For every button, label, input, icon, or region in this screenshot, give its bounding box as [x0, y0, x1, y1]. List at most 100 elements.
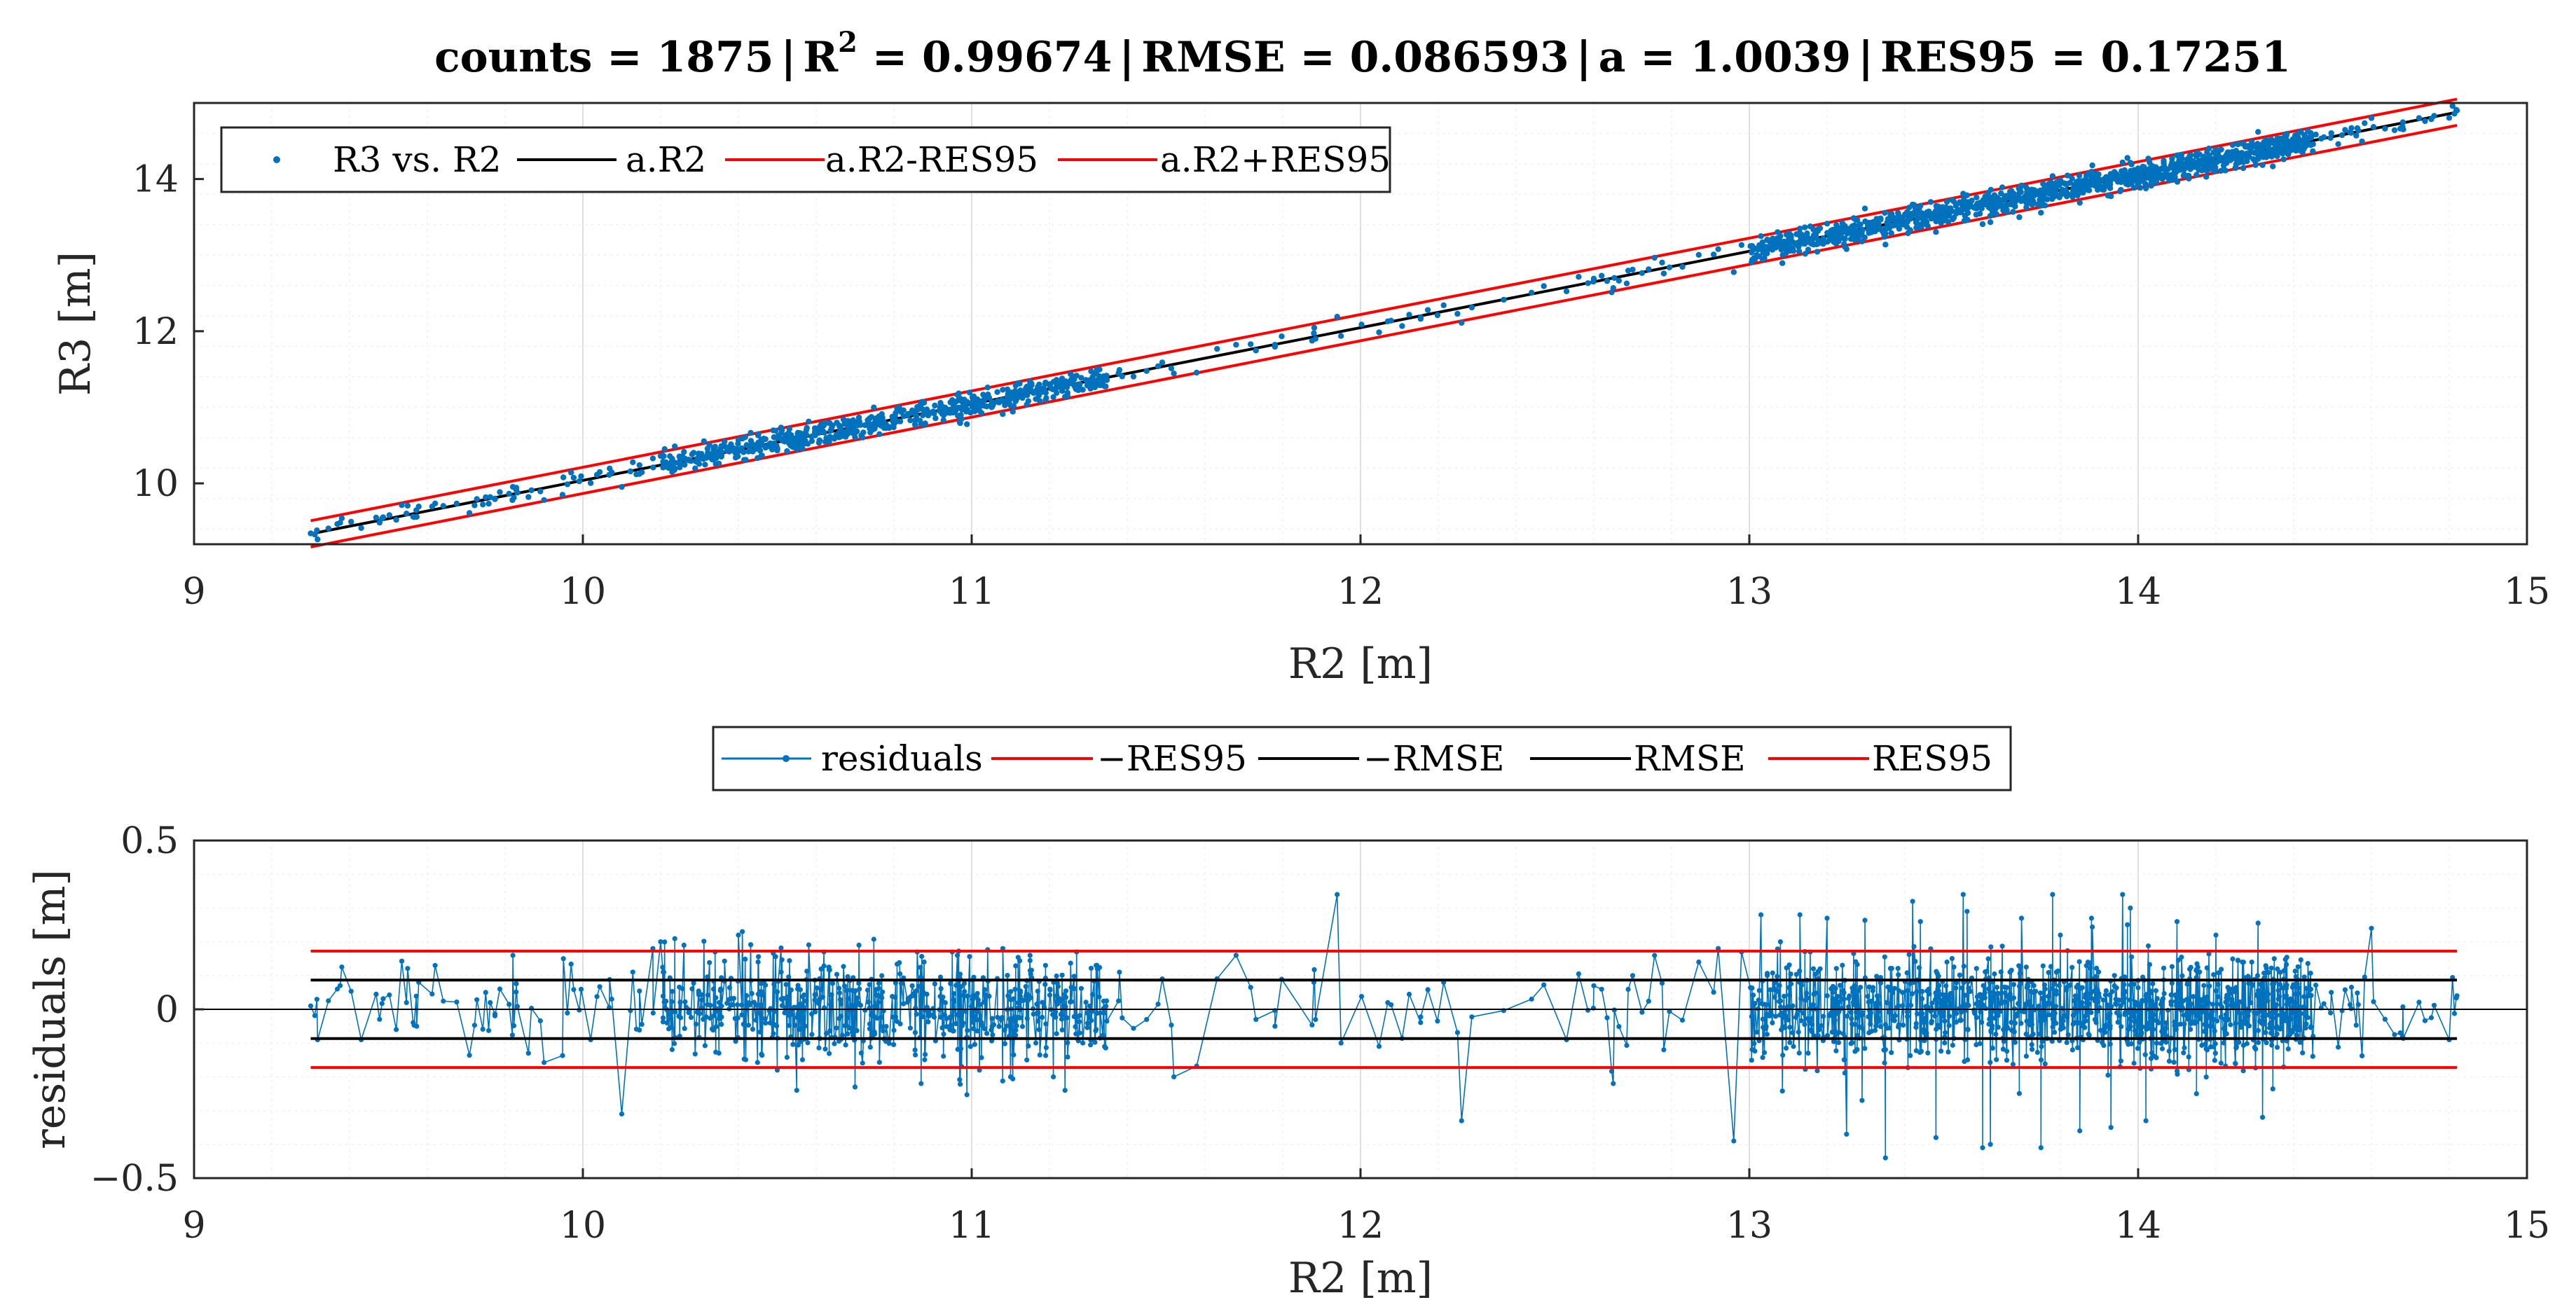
residual-point [957, 971, 963, 977]
residual-point [984, 1030, 990, 1036]
residual-point [1013, 1028, 1019, 1033]
residual-point [1868, 998, 1874, 1004]
residual-point [1809, 1029, 1815, 1035]
residual-point [1836, 1030, 1842, 1035]
residual-point [2416, 1000, 2422, 1005]
residual-point [1914, 989, 1920, 995]
residual-point [1816, 1028, 1821, 1033]
scatter-point [2088, 169, 2095, 175]
residual-point [1775, 988, 1781, 994]
top-x-tick-label: 10 [560, 571, 606, 613]
residual-point [1624, 1042, 1630, 1049]
residual-point [2237, 1011, 2243, 1016]
scatter-point [466, 510, 473, 516]
residual-point [1024, 1016, 1030, 1021]
residual-point [1043, 1053, 1049, 1058]
residual-point [1870, 985, 1876, 990]
title-separator-3: | [1576, 33, 1592, 82]
residual-point [1825, 1032, 1831, 1038]
residual-point [938, 1014, 944, 1020]
residual-point [1934, 1026, 1939, 1032]
residual-point [2018, 915, 2025, 921]
residual-point [879, 995, 885, 1001]
residual-point [2088, 1010, 2094, 1016]
residual-point [1155, 1002, 1161, 1007]
residual-point [792, 1023, 798, 1028]
residual-point [1077, 1019, 1082, 1025]
top-x-tick-label: 14 [2115, 571, 2161, 613]
residual-point [1831, 1039, 1837, 1044]
scatter-point [1311, 324, 1318, 331]
residual-point [1995, 990, 2002, 996]
residual-point [2347, 1002, 2353, 1008]
scatter-point [949, 397, 956, 403]
scatter-point [2118, 186, 2124, 193]
residual-point [399, 958, 405, 964]
residual-point [1852, 983, 1857, 988]
residual-point [2121, 1000, 2126, 1005]
residual-point [2107, 1042, 2113, 1047]
title-separator-2: | [1119, 33, 1134, 82]
residual-point [609, 996, 614, 1002]
scatter-point [1010, 408, 1016, 415]
scatter-point [2086, 187, 2093, 193]
scatter-point [1036, 381, 1042, 388]
scatter-point [1103, 377, 1110, 383]
residual-point [1862, 918, 1868, 923]
residual-point [2030, 1046, 2035, 1052]
residual-point [871, 936, 876, 942]
residual-point [560, 1053, 565, 1058]
residual-point [1088, 1042, 1094, 1048]
residual-point [832, 1041, 837, 1046]
scatter-point [2362, 120, 2368, 126]
residual-point [1100, 1032, 1106, 1038]
scatter-point [415, 504, 422, 510]
residual-point [1967, 988, 1973, 995]
scatter-point [514, 490, 521, 496]
scatter-point [932, 402, 938, 409]
scatter-point [661, 446, 668, 452]
residual-point [1799, 983, 1805, 988]
residual-point [930, 1006, 936, 1011]
scatter-point [480, 502, 486, 508]
scatter-point [2274, 153, 2280, 160]
residual-point [2060, 1006, 2065, 1011]
scatter-point [568, 469, 574, 476]
scatter-point [1859, 238, 1866, 244]
residual-point [2305, 1015, 2310, 1021]
residual-point [2069, 1047, 2075, 1053]
scatter-point [630, 459, 636, 466]
residual-point [471, 1023, 478, 1028]
scatter-point [1253, 347, 1259, 354]
residual-point [1051, 1074, 1056, 1079]
residual-point [2212, 1051, 2218, 1056]
residual-point [1978, 1009, 1983, 1015]
residual-point [813, 1009, 818, 1015]
residual-point [2154, 1040, 2160, 1046]
top-y-axis-label: R3 [m] [51, 251, 100, 396]
residual-point [1964, 993, 1970, 998]
residual-point [2197, 1016, 2203, 1022]
residual-point [2023, 964, 2029, 970]
residual-point [1804, 990, 1810, 996]
bottom-y-tick-label: −0.5 [90, 1158, 179, 1200]
residual-point [856, 981, 862, 986]
residual-point [786, 974, 792, 980]
scatter-point [2212, 146, 2219, 153]
residual-point [1943, 983, 1949, 989]
residual-point [571, 987, 577, 993]
scatter-point [609, 469, 615, 476]
scatter-point [808, 438, 815, 444]
residual-point [1772, 995, 1777, 1000]
scatter-point [1440, 302, 1447, 308]
residual-point [967, 1044, 973, 1049]
residual-point [1054, 1031, 1059, 1037]
residual-point [965, 1028, 970, 1033]
residual-point [979, 1022, 985, 1028]
residual-point [483, 990, 488, 995]
residual-point [2131, 981, 2137, 987]
residual-point [1951, 964, 1957, 970]
scatter-point [1943, 198, 1950, 205]
residual-point [901, 1001, 907, 1007]
bottom-x-tick-label: 12 [1337, 1205, 1384, 1247]
